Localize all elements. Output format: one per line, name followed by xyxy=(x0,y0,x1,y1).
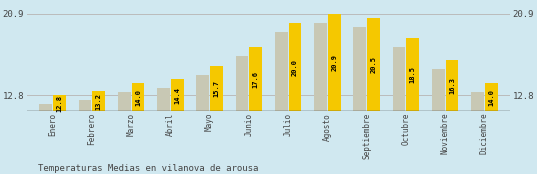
Text: 16.3: 16.3 xyxy=(449,77,455,94)
Text: 14.0: 14.0 xyxy=(488,89,494,106)
Bar xyxy=(250,47,262,111)
Bar xyxy=(210,66,223,111)
Bar xyxy=(118,92,130,111)
Bar xyxy=(485,83,498,111)
Bar xyxy=(393,47,405,111)
Bar xyxy=(79,100,91,111)
Text: 17.6: 17.6 xyxy=(253,71,259,88)
Text: 18.5: 18.5 xyxy=(410,66,416,83)
Bar xyxy=(275,32,287,111)
Text: 15.7: 15.7 xyxy=(214,80,220,97)
Bar xyxy=(471,92,484,111)
Text: 13.2: 13.2 xyxy=(96,93,101,110)
Bar xyxy=(328,14,340,111)
Bar xyxy=(171,79,184,111)
Text: 20.5: 20.5 xyxy=(371,56,376,73)
Bar xyxy=(289,23,301,111)
Bar xyxy=(197,75,209,111)
Text: 20.0: 20.0 xyxy=(292,59,298,76)
Bar xyxy=(353,27,366,111)
Text: 14.0: 14.0 xyxy=(135,89,141,106)
Text: 12.8: 12.8 xyxy=(56,95,62,112)
Text: 14.4: 14.4 xyxy=(174,87,180,104)
Bar xyxy=(367,18,380,111)
Text: 20.9: 20.9 xyxy=(331,54,337,71)
Bar xyxy=(432,69,445,111)
Bar xyxy=(157,88,170,111)
Bar xyxy=(132,83,144,111)
Bar xyxy=(53,95,66,111)
Bar xyxy=(92,91,105,111)
Bar xyxy=(236,56,248,111)
Bar xyxy=(446,60,458,111)
Text: Temperaturas Medias en vilanova de arousa: Temperaturas Medias en vilanova de arous… xyxy=(38,164,258,173)
Bar xyxy=(39,104,52,111)
Bar xyxy=(314,23,327,111)
Bar xyxy=(407,38,419,111)
